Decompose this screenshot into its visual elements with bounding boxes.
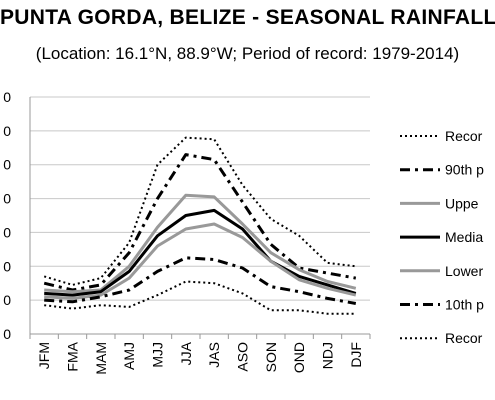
chart-title: PUNTA GORDA, BELIZE - SEASONAL RAINFALL — [0, 6, 495, 29]
x-tick-label: NDJ — [320, 342, 336, 369]
legend-label: Uppe — [445, 195, 479, 211]
chart-subtitle: (Location: 16.1°N, 88.9°W; Period of rec… — [35, 44, 460, 63]
series-line-2 — [43, 153, 357, 292]
legend: Recor 90th p Uppe Media Lower 10th p Recor — [400, 128, 484, 346]
y-tick-label: 0 — [3, 157, 11, 173]
x-tick-label: AMJ — [121, 342, 137, 370]
series-line-7 — [44, 280, 356, 315]
series-line-5 — [44, 222, 357, 300]
x-tick-label: MAM — [93, 342, 109, 375]
y-tick-label: 0 — [3, 258, 11, 274]
x-tick-label: JAS — [206, 342, 222, 368]
y-tick-label: 0 — [3, 326, 11, 342]
series-line-3 — [44, 193, 357, 294]
legend-label: Recor — [445, 128, 483, 144]
series-line-1 — [43, 136, 356, 286]
legend-label: Recor — [445, 330, 483, 346]
series-line-4 — [44, 208, 357, 297]
y-tick-label: 0 — [3, 292, 11, 308]
x-tick-label: DJF — [348, 342, 364, 368]
series-line-6 — [44, 256, 357, 305]
axis-layer: 0 0 0 0 0 0 0 0 JFM FMA MAM AMJ MJJ JJA JAS ASO SON OND ND… — [3, 89, 371, 375]
y-tick-label: 0 — [3, 191, 11, 207]
series-layer — [43, 136, 357, 315]
x-tick-label: SON — [263, 342, 279, 372]
x-tick-label: FMA — [65, 341, 81, 371]
legend-label: 90th p — [445, 162, 484, 178]
legend-label: Media — [445, 229, 483, 245]
y-tick-label: 0 — [3, 224, 11, 240]
x-tick-label: OND — [291, 342, 307, 373]
x-tick-label: JFM — [36, 342, 52, 369]
y-tick-label: 0 — [3, 123, 11, 139]
legend-label: Lower — [445, 263, 483, 279]
legend-label: 10th p — [445, 297, 484, 313]
x-tick-label: MJJ — [150, 342, 166, 368]
x-tick-label: JJA — [178, 341, 194, 365]
x-tick-label: ASO — [235, 342, 251, 372]
y-tick-label: 0 — [3, 89, 11, 105]
